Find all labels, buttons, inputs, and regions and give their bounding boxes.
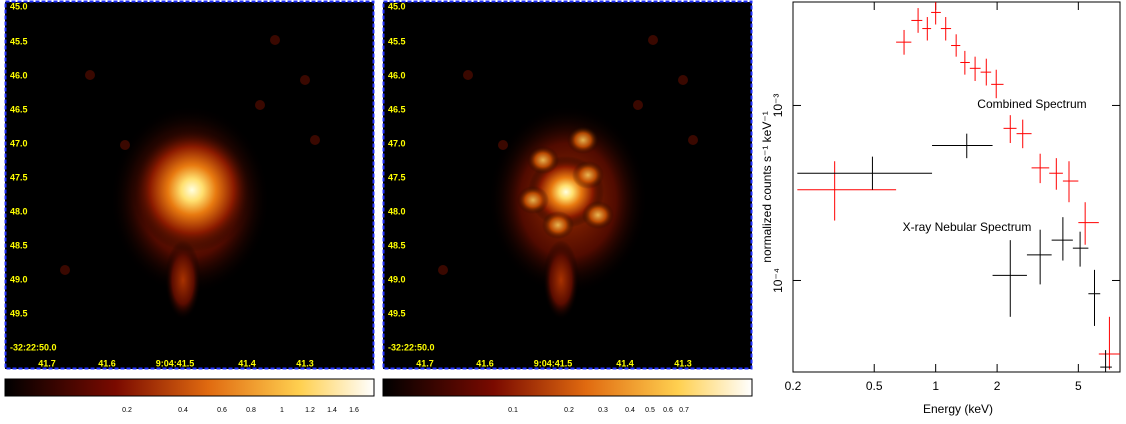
y-tick-label: 10⁻⁴: [771, 268, 785, 293]
nebula-tail: [543, 240, 579, 320]
x-tick-label: 0.5: [866, 379, 883, 393]
dec-label: 48.5: [388, 240, 406, 250]
background-speck: [270, 35, 280, 45]
dec-label: 47.5: [10, 172, 28, 182]
source-clump: [517, 186, 549, 214]
dec-label: 47.0: [388, 138, 406, 148]
dec-label: 47.0: [10, 138, 28, 148]
colorbar-label: 0.1: [508, 407, 518, 414]
image-panel: 45.0 45.5 46.0 46.5 47.0 47.5 48.0 48.5 49.0 49.5…: [4, 0, 375, 414]
dec-label: 46.5: [10, 104, 28, 114]
dec-label: 45.5: [388, 36, 406, 46]
dec-label: 45.0: [388, 1, 406, 11]
background-speck: [463, 70, 473, 80]
background-speck: [678, 75, 688, 85]
ra-label: 41.7: [416, 358, 434, 368]
background-speck: [60, 265, 70, 275]
colorbar-label: 0.2: [564, 407, 574, 414]
background-speck: [300, 75, 310, 85]
y-axis-label: normalized counts s⁻¹ keV⁻¹: [760, 111, 774, 262]
background-speck: [648, 35, 658, 45]
y-tick-label: 10⁻³: [771, 94, 785, 118]
colorbar-label: 0.6: [663, 407, 673, 414]
colorbar-label: 0.4: [625, 407, 635, 414]
background-speck: [85, 70, 95, 80]
dec-label: 45.0: [10, 1, 28, 11]
dec-label: 46.0: [10, 70, 28, 80]
source-clump: [527, 146, 559, 174]
background-speck: [688, 135, 698, 145]
dec-label: 49.0: [388, 274, 406, 284]
dec-label: 46.5: [388, 104, 406, 114]
colorbar-label: 0.7: [679, 407, 689, 414]
dec-label: -32:22:50.0: [10, 342, 57, 352]
ra-label: 41.6: [476, 358, 494, 368]
background-speck: [498, 140, 508, 150]
colorbar-label: 0.3: [598, 407, 608, 414]
x-tick-label: 0.2: [785, 379, 802, 393]
ra-label: 41.7: [38, 358, 56, 368]
colorbar-label: 1.4: [327, 407, 337, 414]
image-panel: 45.0 45.5 46.0 46.5 47.0 47.5 48.0 48.5 49.0 49.5…: [382, 0, 753, 414]
ra-label: 41.3: [296, 358, 314, 368]
dec-label: 46.0: [388, 70, 406, 80]
plot-frame: [792, 1, 1121, 373]
nebula-tail: [165, 240, 201, 320]
colorbar: [4, 378, 375, 397]
x-axis-label: Energy (keV): [923, 402, 993, 416]
colorbar-label: 0.8: [246, 407, 256, 414]
ra-label: 41.3: [674, 358, 692, 368]
ra-label: 41.4: [616, 358, 634, 368]
dec-label: 49.5: [10, 308, 28, 318]
dec-label: 45.5: [10, 36, 28, 46]
annotation: X-ray Nebular Spectrum: [903, 220, 1032, 234]
colorbar-label: 1: [280, 407, 284, 414]
colorbar-label: 0.2: [122, 407, 132, 414]
dec-label: 47.5: [388, 172, 406, 182]
x-tick-label: 5: [1075, 379, 1082, 393]
source-clump: [542, 211, 574, 239]
colorbar-label: 1.2: [305, 407, 315, 414]
dec-label: 48.0: [10, 206, 28, 216]
background-speck: [310, 135, 320, 145]
x-tick-label: 2: [994, 379, 1001, 393]
source-clump: [572, 161, 604, 189]
ra-label: 9:04:41.5: [534, 358, 573, 368]
ra-label: 41.4: [238, 358, 256, 368]
background-speck: [255, 100, 265, 110]
dec-label: 49.0: [10, 274, 28, 284]
background-speck: [120, 140, 130, 150]
x-tick-label: 1: [932, 379, 939, 393]
colorbar-label: 1.6: [349, 407, 359, 414]
image-border: [4, 0, 375, 370]
colorbar-label: 0.5: [645, 407, 655, 414]
ra-label: 41.6: [98, 358, 116, 368]
background-speck: [438, 265, 448, 275]
dec-label: 48.0: [388, 206, 406, 216]
source-clump: [567, 126, 599, 154]
dec-label: 48.5: [10, 240, 28, 250]
dec-label: -32:22:50.0: [388, 342, 435, 352]
annotation: Combined Spectrum: [977, 97, 1086, 111]
colorbar-label: 0.6: [217, 407, 227, 414]
dec-label: 49.5: [388, 308, 406, 318]
ra-label: 9:04:41.5: [156, 358, 195, 368]
image-border: [382, 0, 753, 370]
colorbar-label: 0.4: [178, 407, 188, 414]
source-core: [132, 128, 252, 252]
background-speck: [633, 100, 643, 110]
colorbar: [382, 378, 753, 397]
source-clump: [582, 201, 614, 229]
